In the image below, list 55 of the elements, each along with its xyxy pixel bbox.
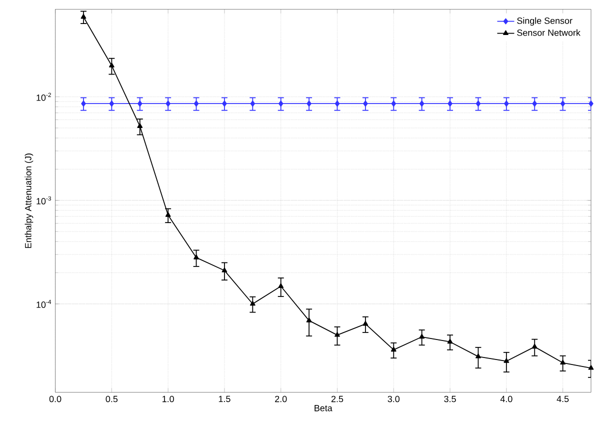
point	[278, 100, 284, 107]
point	[137, 123, 143, 128]
x-tick-label: 0.0	[49, 396, 62, 402]
point	[194, 100, 199, 107]
point	[504, 100, 509, 107]
x-tick-label: 1.0	[162, 396, 174, 402]
y-tick-label: 10$^{-3}$	[36, 196, 52, 204]
x-tick-label: 0.5	[106, 396, 118, 402]
x-tick-label: 1.5	[218, 396, 230, 402]
point	[476, 100, 481, 107]
point	[109, 100, 114, 107]
point	[391, 100, 396, 107]
point	[504, 358, 510, 363]
point	[588, 365, 594, 370]
point	[447, 338, 453, 344]
x-tick-label: 4.0	[500, 396, 512, 402]
point	[560, 360, 566, 365]
y-tick-label: 10$^{-2}$	[36, 92, 51, 101]
point	[334, 332, 340, 337]
point	[165, 212, 171, 217]
point	[419, 334, 425, 339]
point	[108, 62, 114, 68]
x-tick-label: 3.0	[388, 396, 400, 402]
point	[362, 320, 368, 326]
point	[532, 344, 538, 349]
point	[419, 100, 424, 107]
point	[390, 346, 396, 352]
y-tick-label: 10$^{-4}$	[36, 300, 52, 308]
x-tick-label: 2.5	[331, 396, 344, 402]
point	[306, 318, 312, 322]
point	[81, 100, 86, 107]
point	[588, 100, 594, 107]
point	[532, 100, 538, 107]
y-axis-title: Enthalpy Attenuation (J)	[24, 154, 34, 248]
point	[306, 100, 312, 107]
point	[278, 283, 284, 288]
point	[560, 100, 566, 107]
x-tick-label: 4.5	[556, 396, 569, 402]
legend-label: Sensor Network	[517, 29, 580, 36]
point	[166, 100, 170, 107]
point	[334, 100, 340, 107]
x-axis-title: Beta	[314, 405, 332, 412]
point	[137, 100, 142, 107]
legend-label: Single Sensor	[517, 17, 572, 26]
x-tick-label: 2.0	[275, 396, 287, 402]
point	[222, 267, 228, 272]
point	[448, 100, 452, 107]
point	[363, 100, 368, 107]
point	[80, 14, 86, 19]
point	[194, 254, 199, 260]
point	[250, 100, 256, 107]
point	[222, 100, 227, 107]
x-tick-label: 3.5	[444, 396, 456, 402]
point	[250, 300, 256, 306]
point	[476, 354, 481, 358]
